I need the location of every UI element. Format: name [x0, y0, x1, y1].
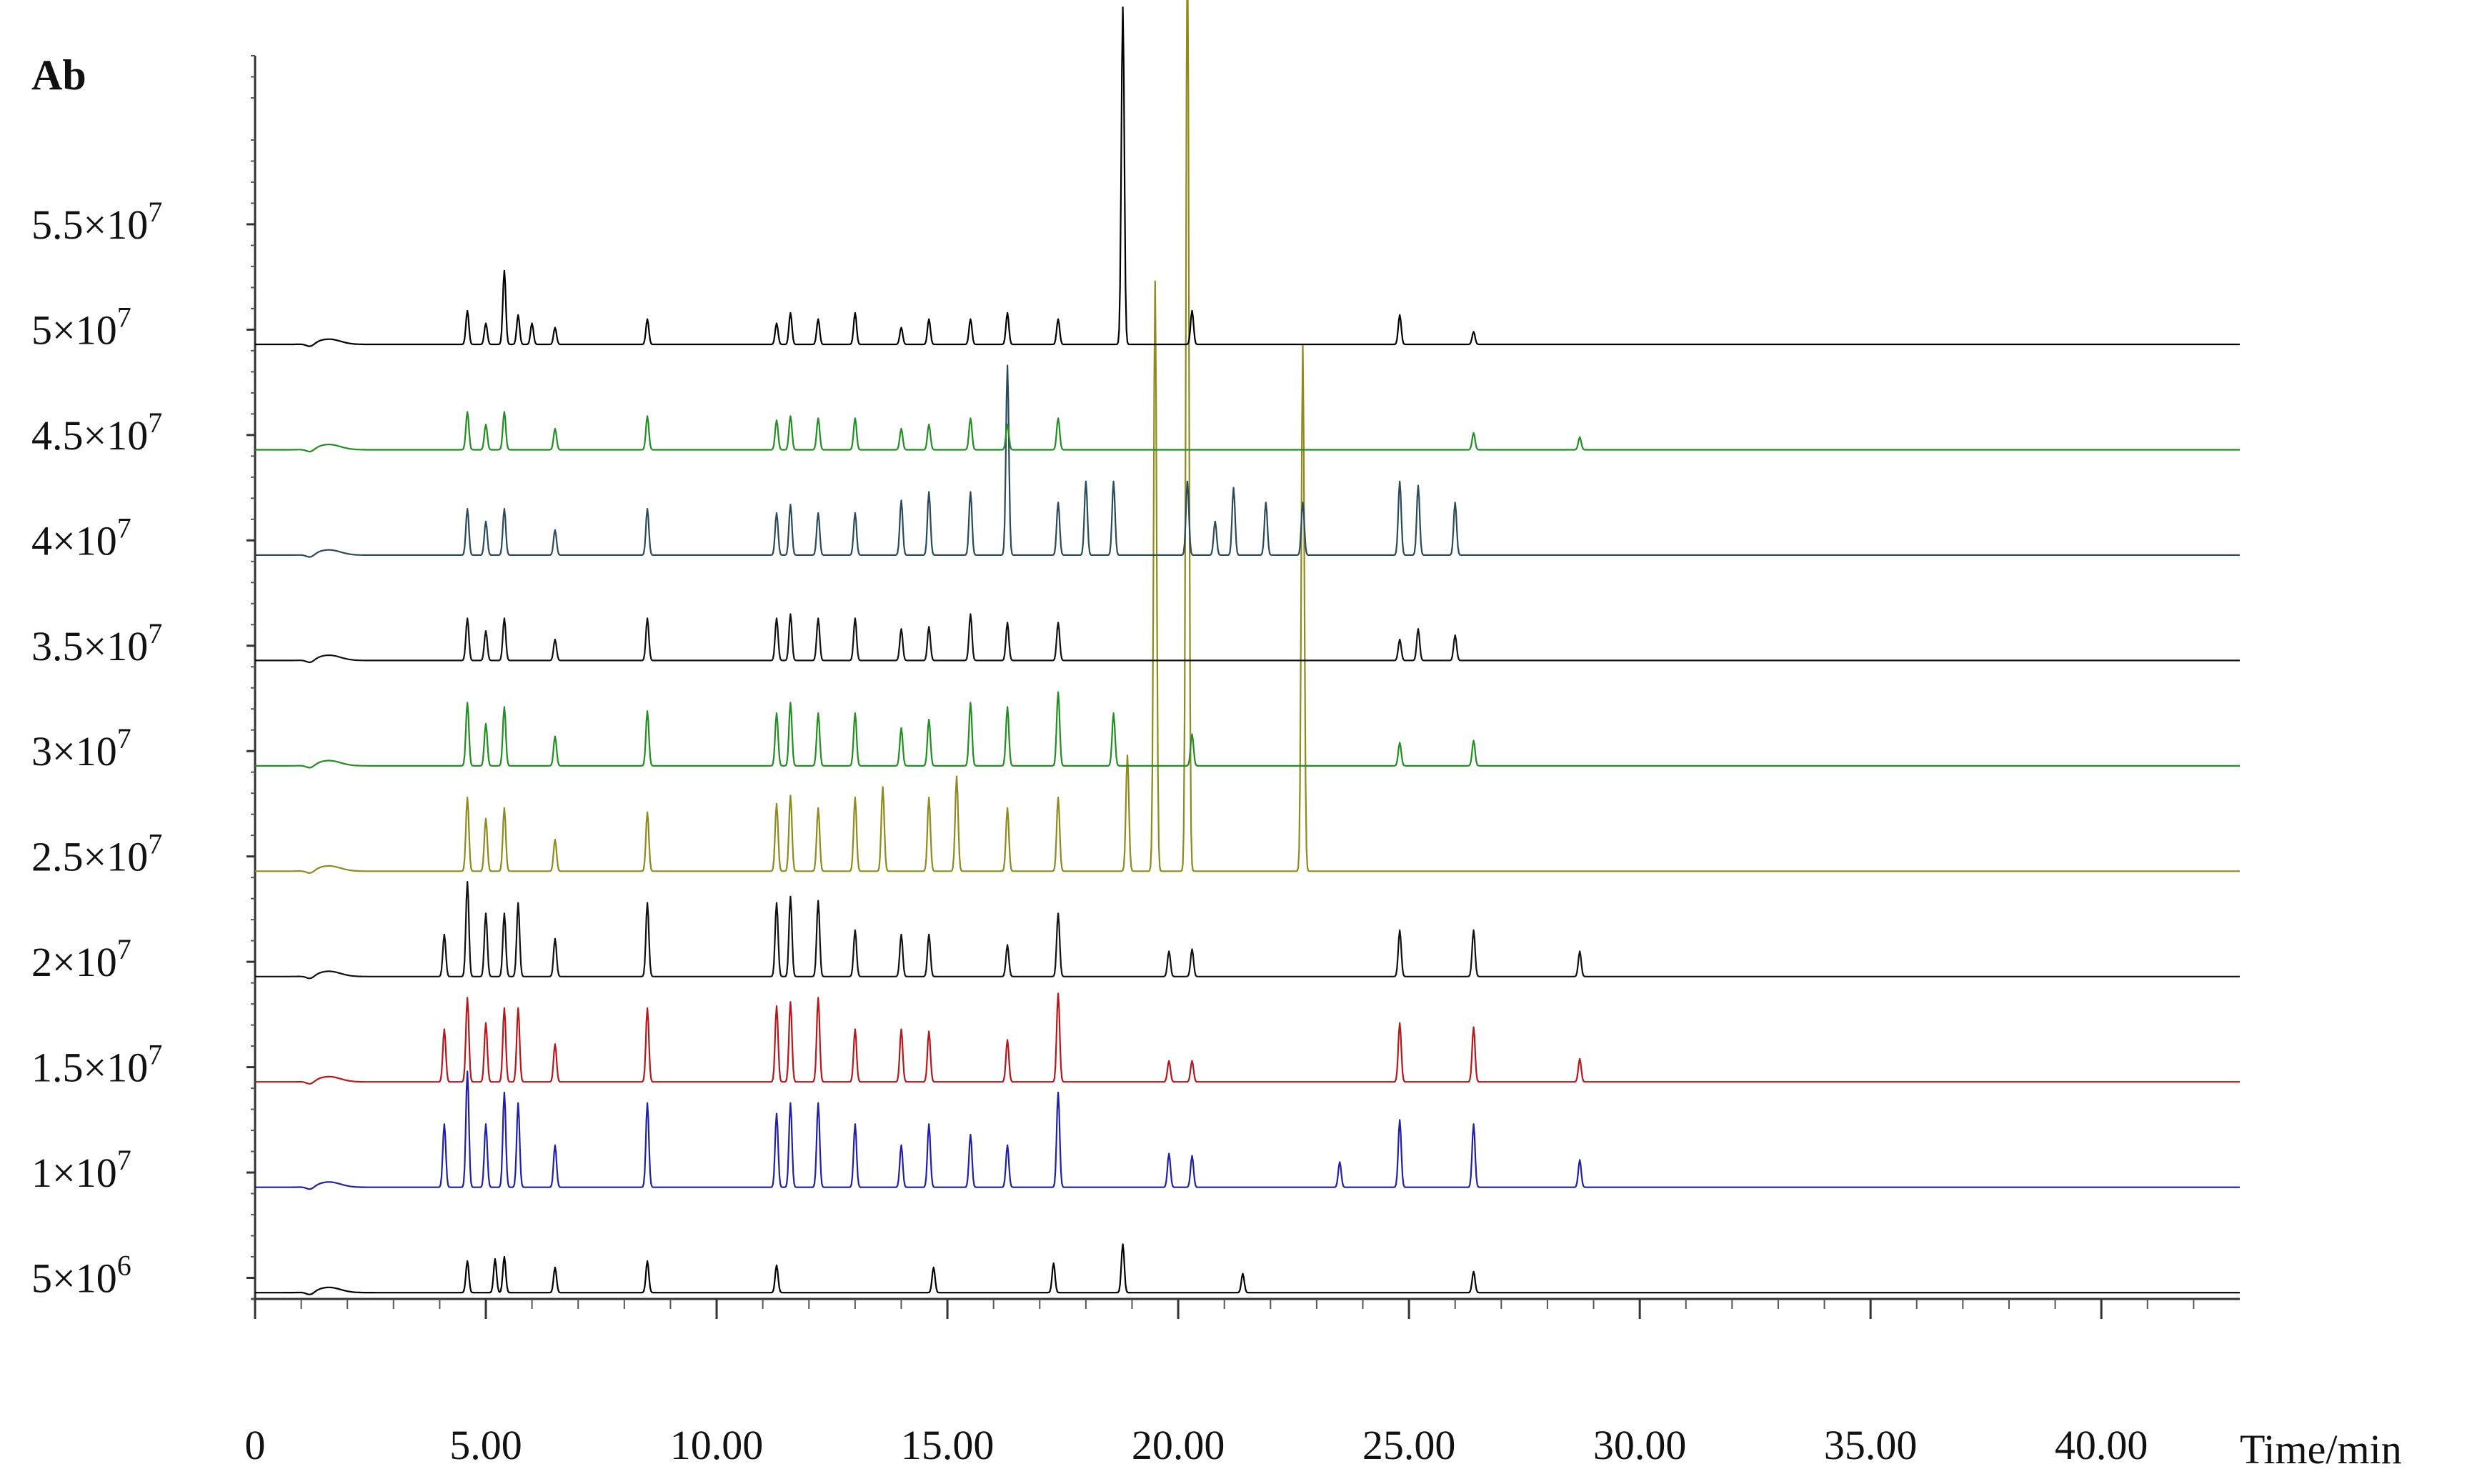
- y-axis-title: Ab: [31, 51, 86, 99]
- trace-line: [255, 992, 2240, 1085]
- trace-line: [255, 880, 2240, 980]
- trace-line: [255, 1070, 2240, 1190]
- x-tick-label: 10.00: [670, 1422, 764, 1468]
- trace-line: [255, 6, 2240, 347]
- y-tick-label: 4×107: [31, 512, 131, 564]
- y-tick-label: 4.5×107: [31, 407, 162, 459]
- trace-line: [255, 0, 2240, 875]
- x-tick-label: 30.00: [1593, 1422, 1687, 1468]
- trace-line: [255, 613, 2240, 664]
- x-tick-label: 40.00: [2055, 1422, 2148, 1468]
- x-tick-label: 0: [245, 1422, 266, 1468]
- x-tick-label: 15.00: [901, 1422, 995, 1468]
- y-axis-ticks: 5×106 1×107 1.5×107 2×107 2.5×107 3×107 3.5×10…: [31, 55, 255, 1302]
- y-tick-label: 5×106: [31, 1250, 131, 1302]
- x-tick-label: 35.00: [1824, 1422, 1918, 1468]
- x-tick-label: 5.00: [449, 1422, 522, 1468]
- y-tick-label: 3.5×107: [31, 617, 162, 669]
- trace-line: [255, 411, 2240, 453]
- y-tick-label: 2.5×107: [31, 828, 162, 880]
- y-tick-label: 5.5×107: [31, 196, 162, 248]
- trace-line: [255, 691, 2240, 769]
- y-tick-label: 1×107: [31, 1144, 131, 1196]
- x-tick-label: 25.00: [1362, 1422, 1456, 1468]
- y-tick-label: 5×107: [31, 301, 131, 353]
- y-tick-label: 2×107: [31, 933, 131, 985]
- x-axis-ticks: 0 5.00 10.00 15.00 20.00 25.00 30.00 35.00 40.00: [245, 1299, 2195, 1468]
- y-tick-label: 3×107: [31, 722, 131, 775]
- x-axis-title: Time/min: [2240, 1426, 2402, 1473]
- trace-line: [255, 1243, 2240, 1295]
- trace-line: [255, 364, 2240, 558]
- x-tick-label: 20.00: [1132, 1422, 1225, 1468]
- chromatogram-traces: [255, 0, 2240, 1295]
- y-tick-label: 1.5×107: [31, 1039, 162, 1091]
